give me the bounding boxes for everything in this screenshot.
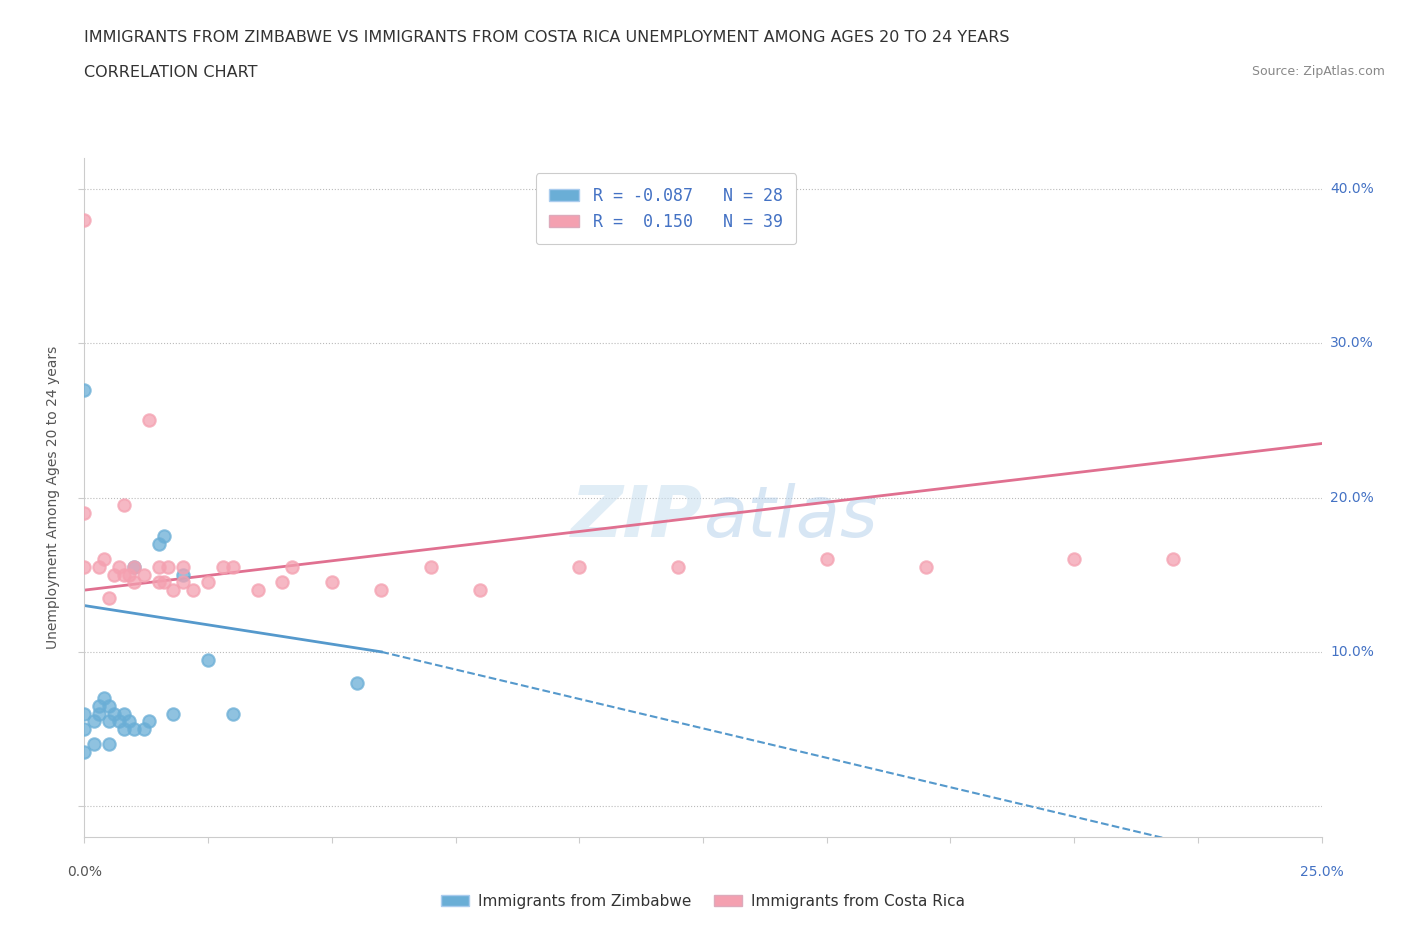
Point [89,560,111,575]
Point [112,722,135,737]
Point [89,698,111,713]
Text: 25.0%: 25.0% [1299,865,1344,879]
Point [197,652,219,667]
Point [122,575,145,590]
Point [162,706,184,721]
Point [98,698,121,713]
Point [118,567,141,582]
Point [93,691,115,706]
Point [281,560,304,575]
Text: 20.0%: 20.0% [1330,490,1374,505]
Point [122,560,145,575]
Text: 10.0%: 10.0% [1330,644,1374,658]
Point [108,560,131,575]
Point [181,583,204,598]
Point [157,560,180,575]
Point [132,722,155,737]
Point [89,706,111,721]
Legend: R = -0.087   N = 28, R =  0.150   N = 39: R = -0.087 N = 28, R = 0.150 N = 39 [536,173,796,245]
Point [914,560,936,575]
Point [73,706,96,721]
Point [118,714,141,729]
Point [568,560,591,575]
Point [93,551,115,566]
Point [108,714,131,729]
Point [138,714,160,729]
Point [152,528,174,543]
Text: 30.0%: 30.0% [1330,337,1374,351]
Text: 0.0%: 0.0% [67,865,101,879]
Text: Source: ZipAtlas.com: Source: ZipAtlas.com [1251,65,1385,78]
Text: atlas: atlas [703,484,877,552]
Point [148,537,170,551]
Point [222,560,245,575]
Point [122,722,145,737]
Point [1063,551,1085,566]
Point [222,706,245,721]
Point [470,583,492,598]
Point [148,575,170,590]
Point [321,575,343,590]
Point [172,567,194,582]
Point [73,745,96,760]
Text: 40.0%: 40.0% [1330,182,1374,196]
Point [162,583,184,598]
Point [152,575,174,590]
Point [73,506,96,521]
Point [815,551,838,566]
Point [419,560,441,575]
Point [132,567,155,582]
Point [212,560,235,575]
Point [666,560,689,575]
Point [73,212,96,227]
Point [1161,551,1184,566]
Point [98,591,121,605]
Text: ZIP: ZIP [571,484,703,552]
Point [172,575,194,590]
Point [370,583,392,598]
Legend: Immigrants from Zimbabwe, Immigrants from Costa Rica: Immigrants from Zimbabwe, Immigrants fro… [434,888,972,915]
Point [197,575,219,590]
Point [103,706,125,721]
Point [83,737,105,751]
Point [122,560,145,575]
Point [98,714,121,729]
Point [346,675,368,690]
Point [172,560,194,575]
Point [83,714,105,729]
Point [98,737,121,751]
Y-axis label: Unemployment Among Ages 20 to 24 years: Unemployment Among Ages 20 to 24 years [46,346,60,649]
Point [148,560,170,575]
Point [73,722,96,737]
Point [112,706,135,721]
Point [73,560,96,575]
Point [271,575,294,590]
Point [103,567,125,582]
Point [246,583,269,598]
Point [73,382,96,397]
Text: IMMIGRANTS FROM ZIMBABWE VS IMMIGRANTS FROM COSTA RICA UNEMPLOYMENT AMONG AGES 2: IMMIGRANTS FROM ZIMBABWE VS IMMIGRANTS F… [84,30,1010,45]
Point [112,567,135,582]
Point [138,413,160,428]
Text: CORRELATION CHART: CORRELATION CHART [84,65,257,80]
Point [112,498,135,512]
